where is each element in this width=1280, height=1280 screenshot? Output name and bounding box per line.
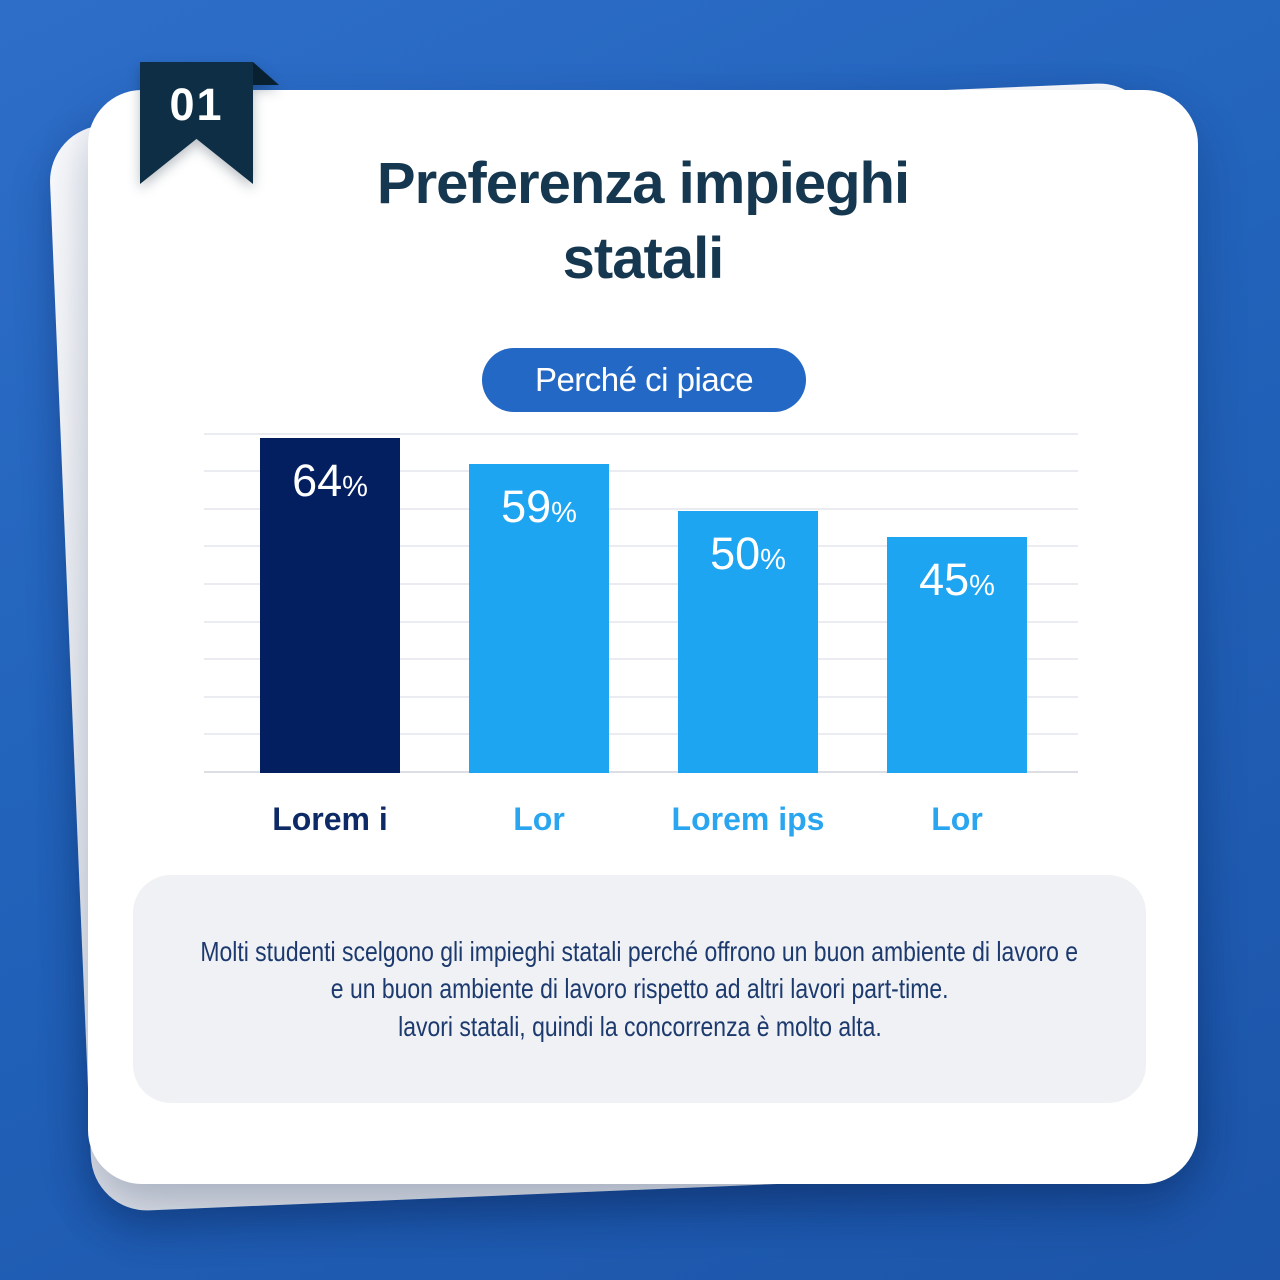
page-title-line1: Preferenza impieghi xyxy=(376,151,910,216)
gridline xyxy=(204,432,1078,435)
gridline xyxy=(204,733,1078,736)
x-axis-baseline xyxy=(204,771,1078,773)
bar-value-label: 59% xyxy=(501,481,577,532)
bookmark-badge: 01 xyxy=(140,62,279,184)
bar-chart: 64% Lorem i 59% Lor 50% Lorem ips 45% Lor xyxy=(204,432,1078,837)
gridline xyxy=(204,470,1078,473)
page-title: Preferenza impieghi statali xyxy=(88,146,1198,296)
description-box: Molti studenti scelgono gli impieghi sta… xyxy=(133,875,1146,1103)
bar-lor: 45% xyxy=(887,537,1027,773)
gridline xyxy=(204,620,1078,623)
bar-lorem-i: 64% xyxy=(260,438,400,773)
description-line: e un buon ambiente di lavoro rispetto ad… xyxy=(330,973,949,1005)
gridline xyxy=(204,583,1078,585)
category-label: Lor xyxy=(513,801,565,837)
gridline xyxy=(204,545,1078,548)
section-pill: Perché ci piace xyxy=(482,348,806,412)
description-line: lavori statali, quindi la concorrenza è … xyxy=(397,1010,882,1042)
category-label: Lorem ips xyxy=(671,801,825,837)
gridline xyxy=(204,507,1078,510)
description-line: Molti studenti scelgono gli impieghi sta… xyxy=(200,935,1079,967)
bar-value-label: 45% xyxy=(919,554,995,605)
bookmark-fold-icon xyxy=(253,62,279,85)
category-label: Lor xyxy=(931,801,983,837)
category-label: Lorem i xyxy=(272,801,388,837)
bar-value-label: 64% xyxy=(292,455,368,506)
bar-lor: 59% xyxy=(469,464,609,773)
bar-value-label: 50% xyxy=(710,528,786,579)
badge-number: 01 xyxy=(169,79,224,130)
section-pill-label: Perché ci piace xyxy=(534,361,754,398)
gridline xyxy=(204,695,1078,698)
gridline xyxy=(204,658,1078,661)
bar-lorem-ips: 50% xyxy=(678,511,818,773)
page-title-line2: statali xyxy=(562,226,725,291)
